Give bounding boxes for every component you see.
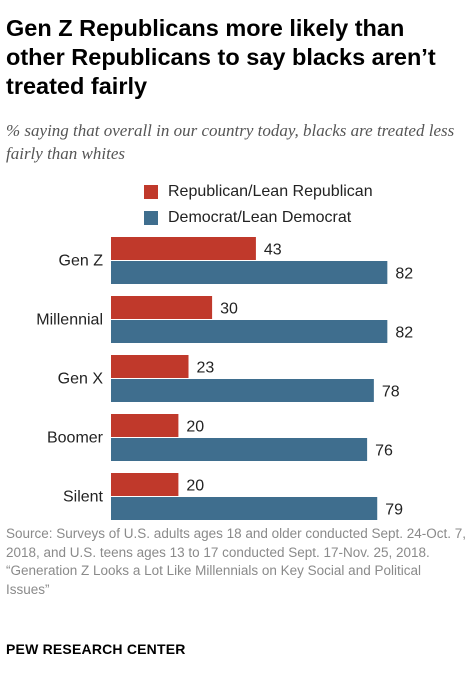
- legend-swatch-democrat: [144, 211, 158, 225]
- data-label-republican-millennial: 30: [220, 301, 238, 318]
- source-note: Source: Surveys of U.S. adults ages 18 a…: [6, 526, 467, 560]
- bar-republican-boomer: [111, 414, 179, 437]
- data-label-republican-boomer: 20: [186, 419, 204, 436]
- data-label-republican-gen-x: 23: [197, 360, 215, 377]
- category-label-silent: Silent: [63, 489, 104, 506]
- data-label-democrat-boomer: 76: [375, 443, 393, 460]
- bar-republican-gen-x: [111, 355, 189, 378]
- brand-label: PEW RESEARCH CENTER: [6, 641, 186, 657]
- bar-democrat-millennial: [111, 320, 388, 343]
- legend: Republican/Lean Republican Democrat/Lean…: [144, 179, 373, 231]
- bar-republican-millennial: [111, 296, 213, 319]
- legend-item-democrat: Democrat/Lean Democrat: [144, 205, 373, 231]
- chart-notes: Source: Surveys of U.S. adults ages 18 a…: [6, 525, 468, 599]
- category-label-boomer: Boomer: [47, 430, 104, 447]
- data-label-democrat-millennial: 82: [395, 325, 413, 342]
- legend-label-democrat: Democrat/Lean Democrat: [168, 209, 352, 226]
- data-label-republican-silent: 20: [186, 478, 204, 495]
- category-label-gen-x: Gen X: [58, 371, 104, 388]
- bar-chart: Gen Z 43 82 Millennial 30 82 Gen X 23 78 Boomer 20…: [36, 237, 413, 520]
- chart-subtitle: % saying that overall in our country tod…: [6, 121, 455, 163]
- data-label-democrat-silent: 79: [385, 502, 403, 519]
- bar-democrat-gen-z: [111, 261, 388, 284]
- chart-title: Gen Z Republicans more likely than other…: [6, 15, 436, 99]
- report-title-note: “Generation Z Looks a Lot Like Millennia…: [6, 563, 421, 597]
- data-label-republican-gen-z: 43: [264, 242, 282, 259]
- legend-swatch-republican: [144, 185, 158, 199]
- category-label-gen-z: Gen Z: [59, 253, 104, 270]
- legend-label-republican: Republican/Lean Republican: [168, 183, 373, 200]
- data-label-democrat-gen-z: 82: [395, 266, 413, 283]
- bar-republican-gen-z: [111, 237, 256, 260]
- bar-democrat-gen-x: [111, 379, 374, 402]
- bar-republican-silent: [111, 473, 179, 496]
- category-label-millennial: Millennial: [36, 312, 103, 329]
- data-label-democrat-gen-x: 78: [382, 384, 400, 401]
- legend-item-republican: Republican/Lean Republican: [144, 179, 373, 205]
- bar-democrat-boomer: [111, 438, 368, 461]
- bar-democrat-silent: [111, 497, 378, 520]
